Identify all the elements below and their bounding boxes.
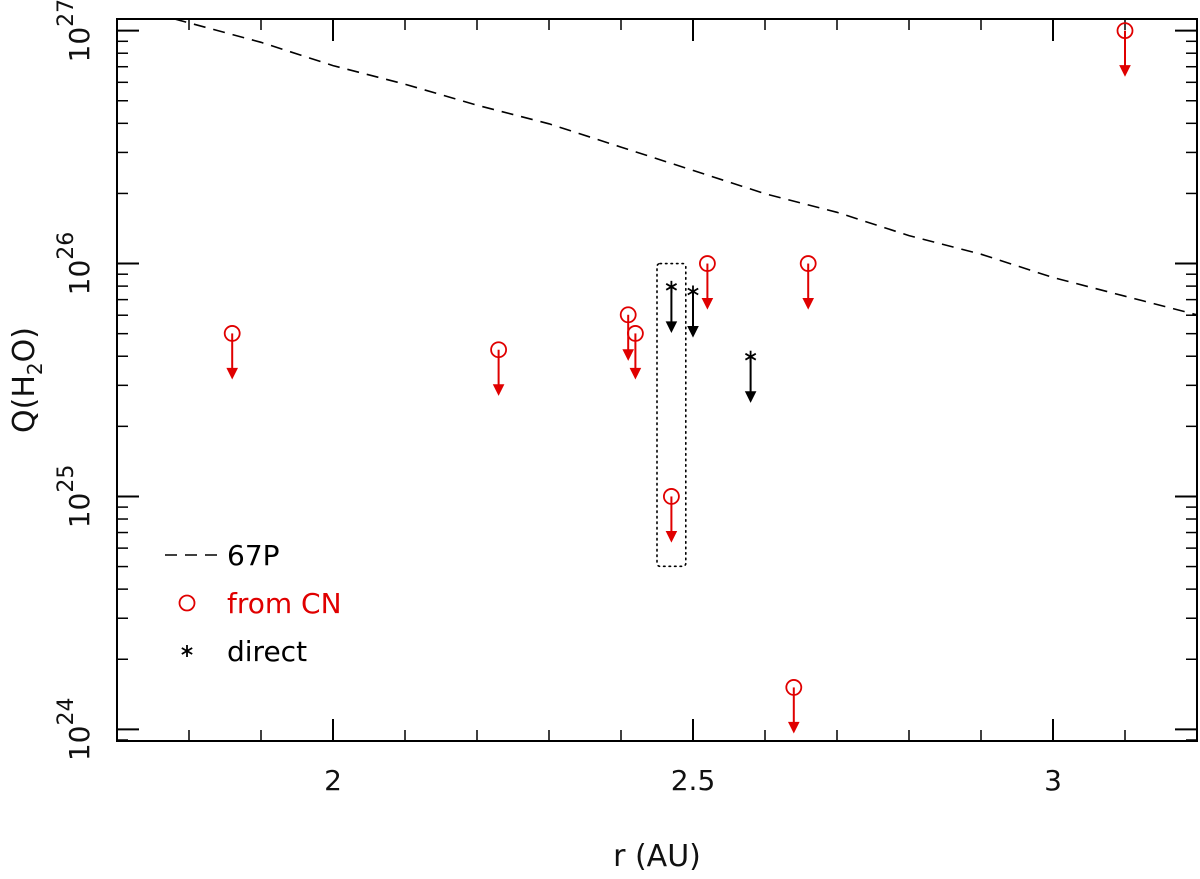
legend-label: direct bbox=[227, 635, 307, 668]
direct-point bbox=[665, 280, 678, 333]
y-tick-exponent: 25 bbox=[54, 465, 79, 493]
direct-upper-limit-arrow-head bbox=[665, 321, 678, 333]
cn-upper-limit-arrow-head bbox=[622, 349, 635, 361]
x-tick-label: 2.5 bbox=[671, 764, 716, 797]
cn-upper-limit-arrow-head bbox=[629, 367, 642, 380]
legend-entry: 67P bbox=[165, 539, 280, 572]
cn-upper-limit-arrow-head bbox=[226, 367, 239, 380]
y-axis-title-suffix: O) bbox=[7, 327, 42, 362]
direct-upper-limit-arrow-head bbox=[687, 325, 699, 338]
y-tick-exponent: 27 bbox=[54, 0, 79, 27]
direct-point bbox=[744, 350, 757, 403]
x-tick-label: 2 bbox=[324, 764, 342, 797]
cn-upper-limit-arrow-head bbox=[787, 721, 800, 734]
cn-point bbox=[1116, 22, 1134, 77]
x-tick-label: 3 bbox=[1044, 764, 1062, 797]
y-tick-exponent: 26 bbox=[54, 232, 79, 260]
y-tick-label: 1027 bbox=[54, 0, 96, 62]
y-tick-base: 10 bbox=[63, 493, 96, 529]
y-tick-label: 1026 bbox=[54, 232, 96, 296]
points-layer bbox=[223, 22, 1134, 734]
x-axis-title: r (AU) bbox=[613, 839, 701, 874]
axis-ticks bbox=[117, 19, 1198, 741]
y-tick-exponent: 24 bbox=[54, 698, 79, 726]
cn-upper-limit-arrow-head bbox=[1119, 65, 1131, 77]
cn-point bbox=[627, 325, 644, 380]
cn-point bbox=[490, 341, 508, 396]
legend-entry: direct bbox=[181, 635, 307, 668]
y-tick-base: 10 bbox=[63, 27, 96, 63]
series-67p-curve bbox=[174, 19, 1197, 316]
legend: 67P from CN direct bbox=[165, 539, 342, 668]
cn-point bbox=[799, 255, 817, 310]
y-axis-title-subscript: 2 bbox=[23, 362, 47, 375]
legend-cn-swatch bbox=[178, 594, 196, 612]
direct-upper-limit-arrow-head bbox=[744, 391, 757, 403]
plot-frame bbox=[116, 18, 1198, 742]
curve-layer bbox=[174, 19, 1197, 316]
y-tick-base: 10 bbox=[63, 726, 96, 762]
cn-point bbox=[223, 325, 241, 380]
y-tick-label: 1024 bbox=[54, 698, 96, 762]
cn-upper-limit-arrow-head bbox=[701, 298, 714, 310]
cn-upper-limit-arrow-head bbox=[802, 298, 815, 310]
legend-label: from CN bbox=[227, 587, 342, 620]
cn-upper-limit-arrow-head bbox=[665, 530, 678, 543]
y-tick-label: 1025 bbox=[54, 465, 96, 529]
y-axis-title: Q(H2O) bbox=[7, 327, 47, 433]
legend-label: 67P bbox=[227, 539, 280, 572]
y-axis-title-prefix: Q(H bbox=[7, 375, 42, 433]
cn-point bbox=[785, 679, 803, 734]
cn-upper-limit-arrow-head bbox=[492, 384, 505, 396]
y-tick-base: 10 bbox=[63, 260, 96, 296]
legend-direct-swatch bbox=[181, 645, 193, 657]
cn-point bbox=[699, 255, 716, 310]
direct-point bbox=[687, 285, 699, 338]
annotation-layer bbox=[656, 262, 687, 568]
cn-point bbox=[663, 488, 680, 543]
x-tick-labels: 2 2.5 3 bbox=[324, 764, 1062, 797]
dotted-box-annotation bbox=[656, 262, 687, 568]
legend-entry: from CN bbox=[178, 587, 342, 620]
